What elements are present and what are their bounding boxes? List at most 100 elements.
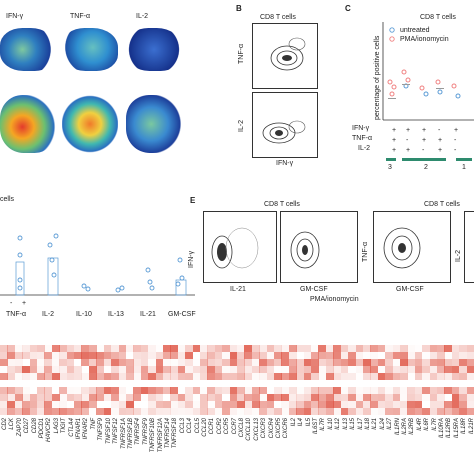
panel-c-letter: C [345, 4, 351, 13]
heatmap-cell [7, 408, 16, 415]
heatmap-cell [244, 352, 253, 359]
heatmap-cell [207, 366, 216, 373]
heatmap-cell [192, 345, 201, 352]
svg-text:+: + [438, 137, 442, 144]
heatmap-cell [88, 345, 97, 352]
heatmap-cell [281, 394, 290, 401]
gene-label: IL12 [335, 418, 342, 430]
heatmap-cell [385, 359, 393, 366]
heatmap-cell [281, 401, 290, 408]
heatmap-cell [170, 373, 179, 380]
heatmap-cell [429, 408, 438, 415]
heatmap-cell [74, 345, 82, 352]
heatmap-cell [244, 373, 253, 380]
heatmap-cell [429, 394, 438, 401]
heatmap-cell [466, 352, 474, 359]
gene-label: CXCL13 [253, 418, 260, 441]
gene-label: IL17 [357, 418, 364, 430]
heatmap-cell [14, 352, 23, 359]
gene-label: CXCR5 [276, 418, 283, 439]
heatmap-cell [385, 394, 393, 401]
heatmap-cell [185, 359, 193, 366]
heatmap-cell [140, 345, 149, 352]
heatmap-cell [274, 394, 282, 401]
gene-label: TNFRSF9 [142, 418, 149, 445]
heatmap-cell [377, 373, 386, 380]
gene-label: TNFSF9 [98, 418, 105, 441]
heatmap-cell [399, 401, 408, 408]
heatmap-cell [459, 387, 467, 394]
heatmap-cell [185, 401, 193, 408]
panel-d-xcat-il2: IL-2 [42, 311, 55, 318]
gene-label: IL18R [461, 418, 468, 435]
panel-c-row-tnfa: TNF-α [352, 135, 372, 142]
heatmap-cell [325, 352, 334, 359]
heatmap-cell [392, 373, 401, 380]
heatmap-cell [288, 366, 297, 373]
heatmap-cell [59, 373, 67, 380]
panel-e-ylabel-il2: IL-2 [455, 249, 462, 262]
heatmap-cell [377, 345, 386, 352]
heatmap-cell [148, 373, 156, 380]
heatmap-cell [399, 345, 408, 352]
gene-label: IL15RA [453, 418, 460, 439]
heatmap-cell [51, 359, 60, 366]
heatmap-cell [59, 345, 67, 352]
heatmap-cell [29, 401, 38, 408]
gene-label: CCL4 [187, 418, 194, 434]
heatmap-cell [318, 366, 327, 373]
heatmap-cell [177, 366, 186, 373]
heatmap-cell [133, 366, 142, 373]
heatmap-cell [125, 401, 134, 408]
heatmap-cell [44, 373, 53, 380]
heatmap-cell [207, 373, 216, 380]
heatmap-cell [414, 373, 423, 380]
heatmap-cell [407, 359, 416, 366]
heatmap-cell [192, 387, 201, 394]
heatmap-cell [207, 408, 216, 415]
heatmap-cell [355, 394, 364, 401]
heatmap-cell [37, 401, 45, 408]
gene-label: IL7R [431, 418, 438, 431]
heatmap-cell [170, 387, 179, 394]
heatmap-cell [22, 401, 30, 408]
heatmap-cell [118, 359, 127, 366]
heatmap-cell [96, 359, 104, 366]
tsne-map-il2-treated [126, 95, 182, 153]
gene-label: IL24 [379, 418, 386, 430]
heatmap-cell [251, 387, 260, 394]
heatmap-cell [311, 394, 319, 401]
heatmap-cell [207, 352, 216, 359]
heatmap-cell [59, 359, 67, 366]
heatmap-cell [325, 387, 334, 394]
heatmap-cell [14, 366, 23, 373]
heatmap-cell [237, 359, 245, 366]
heatmap-cell [274, 373, 282, 380]
heatmap-cell [414, 394, 423, 401]
heatmap-cell [422, 359, 430, 366]
gene-label: IL10 [327, 418, 334, 430]
gene-label: CCR2 [216, 418, 223, 435]
heatmap-cell [185, 394, 193, 401]
heatmap-cell [274, 387, 282, 394]
heatmap-cell [303, 359, 312, 366]
heatmap-cell [133, 345, 142, 352]
heatmap-cell [311, 387, 319, 394]
svg-text:-: - [406, 137, 409, 144]
heatmap-cell [399, 387, 408, 394]
heatmap-cell [333, 373, 341, 380]
heatmap-cell [259, 387, 267, 394]
heatmap-cell [237, 387, 245, 394]
heatmap-cell [333, 401, 341, 408]
heatmap-cell [451, 394, 460, 401]
panel-b-top-ylabel: TNF-α [238, 44, 245, 64]
heatmap-cell [422, 373, 430, 380]
heatmap-cell [251, 366, 260, 373]
gene-label: IL21 [372, 418, 379, 430]
heatmap-cell [466, 359, 474, 366]
panel-d-title: cells [0, 196, 15, 203]
heatmap-cell [362, 408, 371, 415]
heatmap-cell [459, 408, 467, 415]
heatmap-cell [185, 373, 193, 380]
tsne-map-il2-untreated [126, 28, 182, 71]
